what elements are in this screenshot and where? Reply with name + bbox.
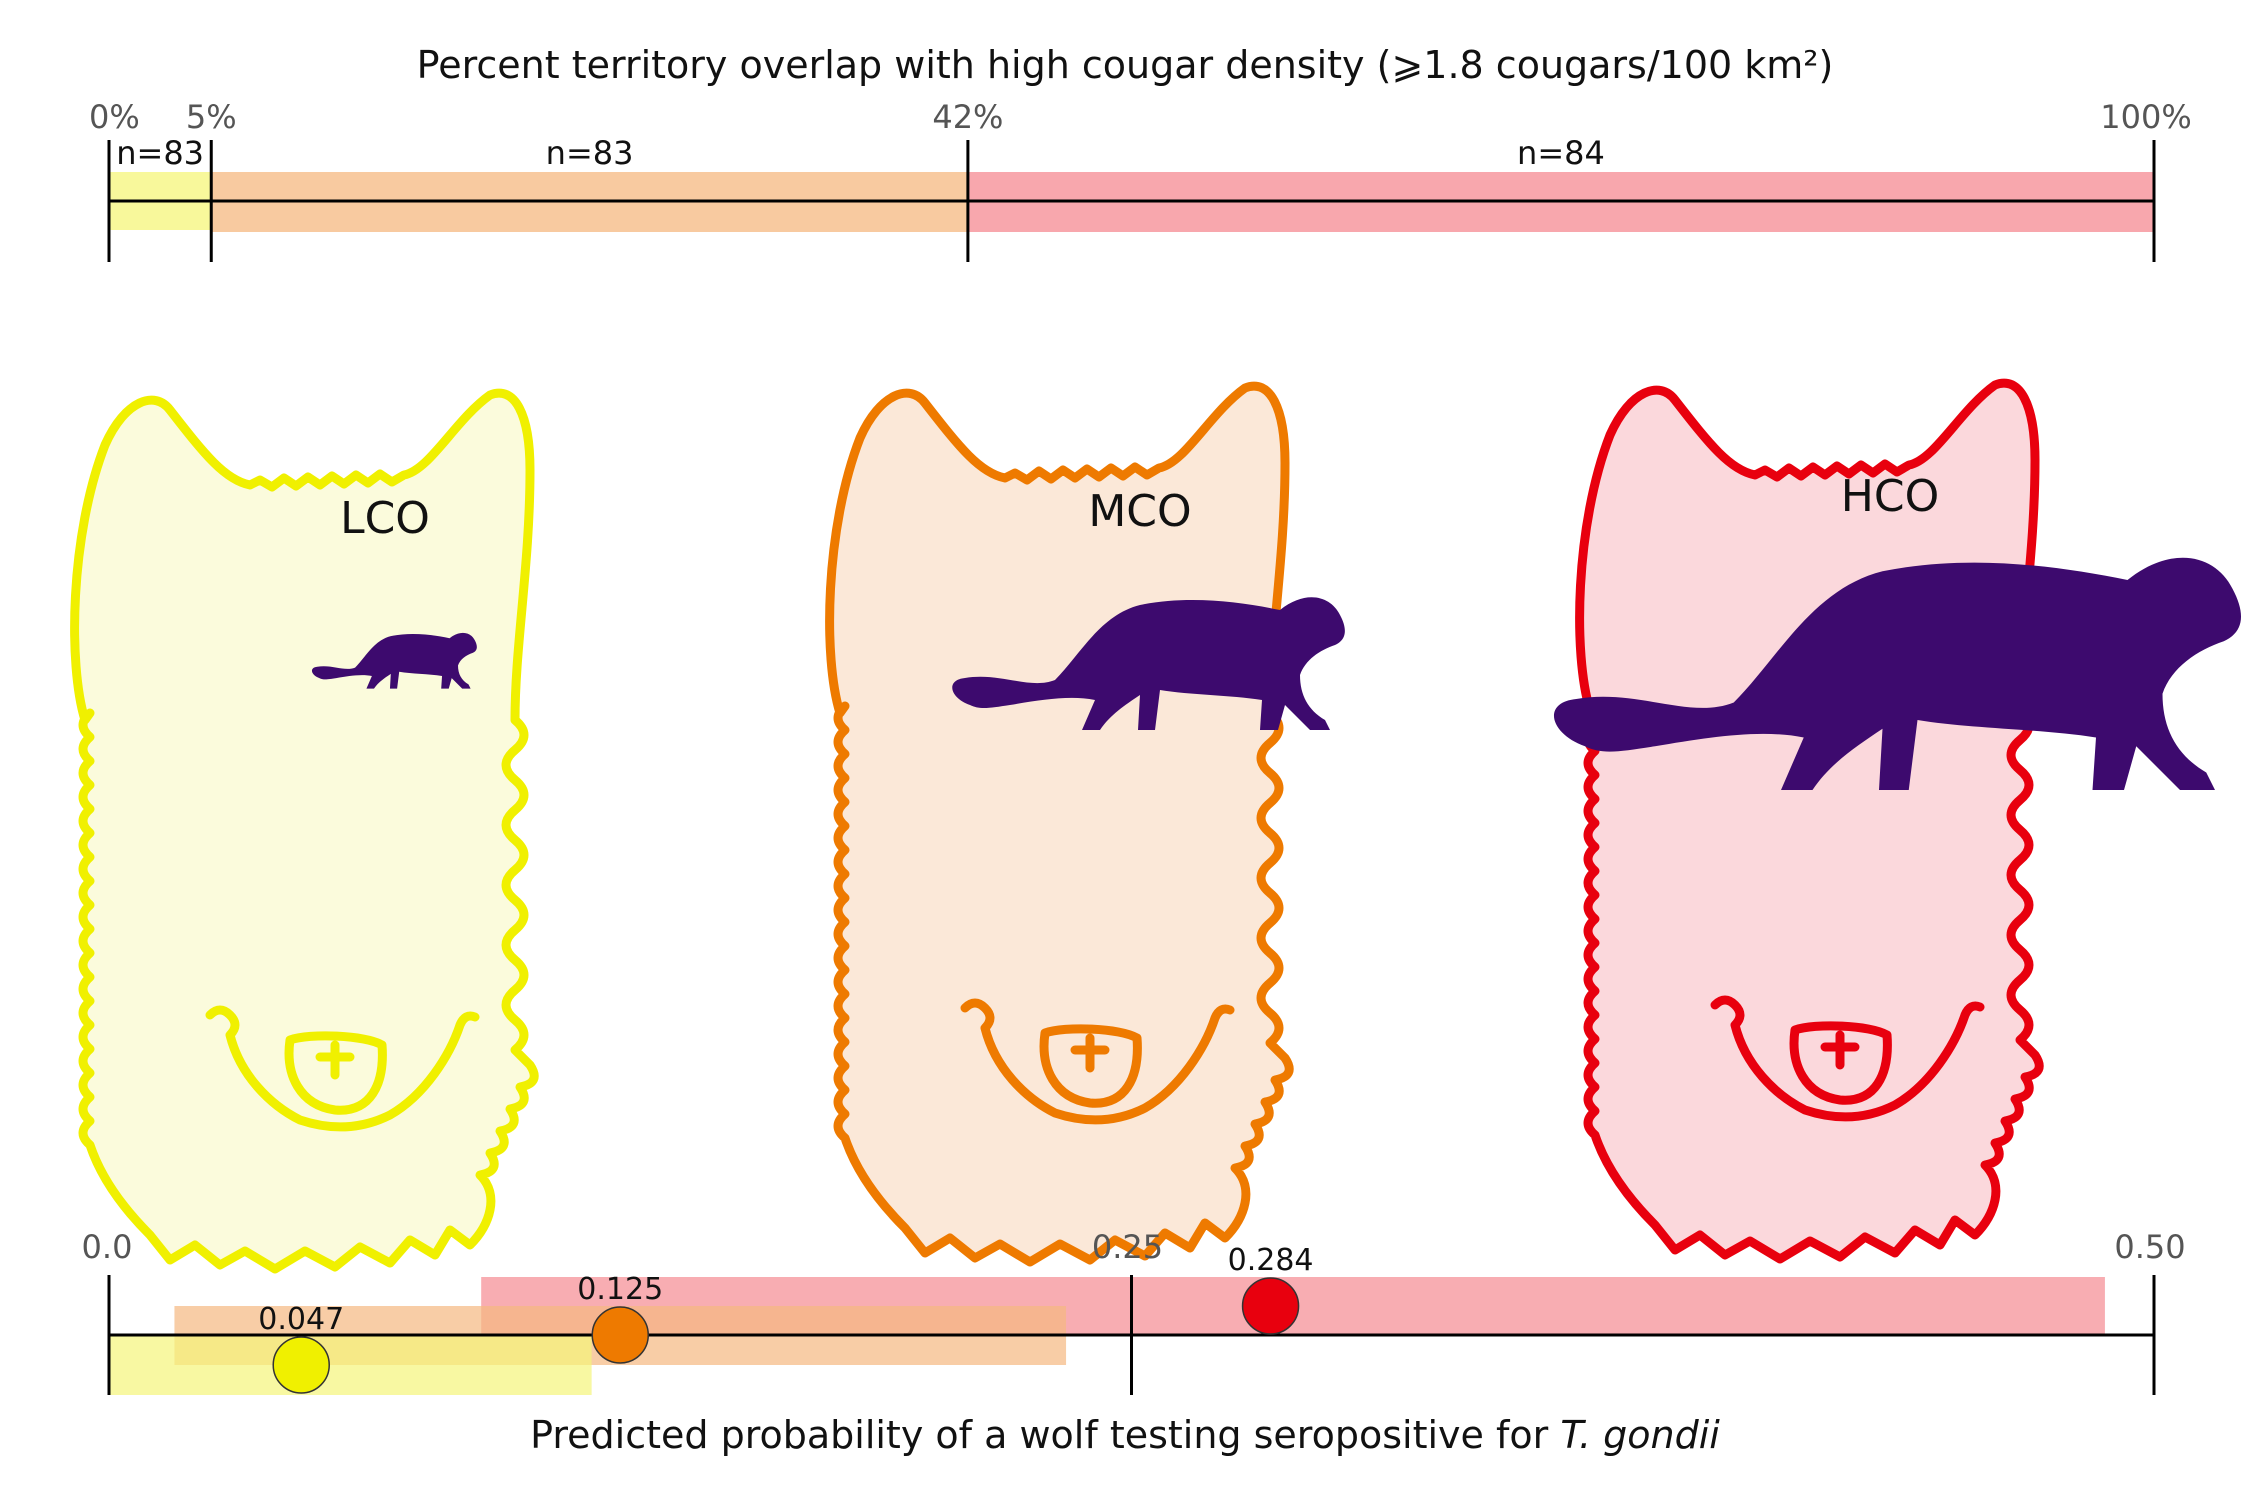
top-tick-label: 5% [186, 98, 237, 136]
wolf-head-outline [830, 386, 1290, 1262]
bottom-axis: 0.0 0.25 0.50 0.047 0.125 0.284 Predicted pr… [82, 1228, 2186, 1457]
estimate-point-low [272, 1336, 330, 1394]
top-axis: Percent territory overlap with high coug… [89, 43, 2192, 262]
wolf-group-label: LCO [340, 493, 430, 544]
estimate-point-high [1241, 1277, 1300, 1335]
wolf-head-outline [1580, 383, 2040, 1259]
top-segment-n-label: n=83 [116, 134, 204, 172]
wolf-panel-low: LCO [75, 393, 535, 1269]
estimate-label: 0.047 [258, 1302, 344, 1337]
bottom-axis-estimates: 0.047 0.125 0.284 [258, 1243, 1314, 1394]
top-tick-label: 0% [89, 98, 140, 136]
top-tick-label: 100% [2100, 98, 2191, 136]
top-segment-n-label: n=84 [1517, 134, 1605, 172]
bottom-axis-ticks: 0.0 0.25 0.50 [82, 1228, 2186, 1395]
top-axis-ticks: 0% 5% 42% 100% [89, 98, 2192, 262]
wolf-panel-medium: MCO [830, 386, 1345, 1262]
bottom-axis-title-italic: T. gondii [1560, 1413, 1720, 1457]
wolf-panels: LCO MCO HCO [75, 383, 2242, 1269]
wolf-group-label: HCO [1841, 471, 1939, 522]
top-axis-title: Percent territory overlap with high coug… [417, 43, 1834, 87]
top-tick-label: 42% [932, 98, 1003, 136]
ci-bar-low [109, 1335, 592, 1395]
top-axis-n-labels: n=83 n=83 n=84 [116, 134, 1605, 172]
estimate-label: 0.284 [1228, 1243, 1314, 1278]
estimate-label: 0.125 [577, 1272, 663, 1307]
wolf-panel-high: HCO [1553, 383, 2242, 1259]
bottom-axis-title-plain: Predicted probability of a wolf testing … [530, 1413, 1560, 1457]
wolf-head-outline [75, 393, 535, 1269]
bottom-tick-label: 0.0 [82, 1228, 133, 1266]
bottom-axis-title: Predicted probability of a wolf testing … [530, 1413, 1720, 1457]
estimate-point-medium [591, 1306, 649, 1364]
top-segment-n-label: n=83 [546, 134, 634, 172]
bottom-tick-label: 0.25 [1092, 1228, 1163, 1266]
wolf-group-label: MCO [1088, 486, 1191, 537]
bottom-tick-label: 0.50 [2114, 1228, 2185, 1266]
